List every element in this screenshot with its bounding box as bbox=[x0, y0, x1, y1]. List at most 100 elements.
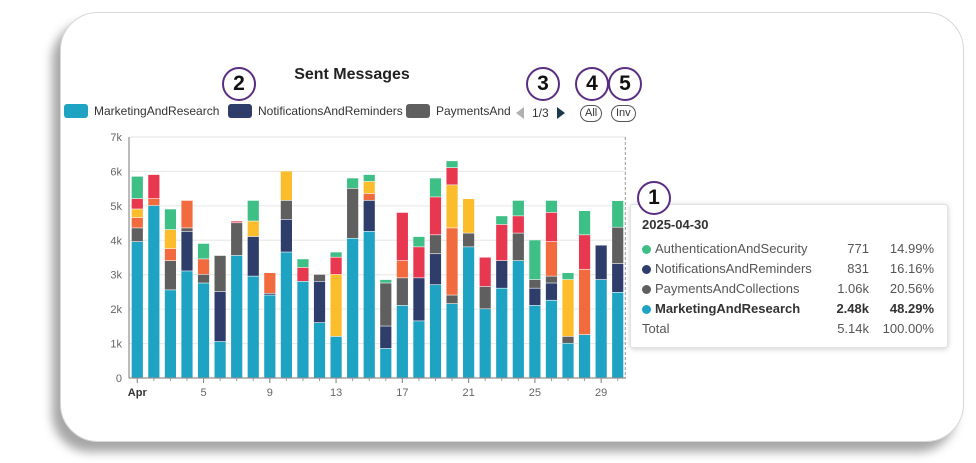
chart-title: Sent Messages bbox=[294, 66, 410, 83]
bar-segment bbox=[529, 279, 541, 288]
tooltip-dot bbox=[642, 305, 651, 314]
legend-item-marketing[interactable]: MarketingAndResearch bbox=[64, 104, 219, 118]
bar-segment bbox=[231, 255, 243, 378]
annotation-badge-2: 2 bbox=[222, 67, 256, 101]
bar-segment bbox=[446, 185, 458, 228]
bar-segment bbox=[529, 240, 541, 280]
bar-segment bbox=[429, 178, 442, 197]
tooltip-dot bbox=[642, 265, 651, 274]
bar-segment bbox=[214, 341, 226, 378]
y-tick-label: 7k bbox=[110, 132, 122, 144]
tooltip-total-label: Total bbox=[642, 321, 670, 336]
bar-segment bbox=[148, 198, 160, 206]
bar-segment bbox=[330, 257, 342, 275]
bar-segment bbox=[578, 211, 591, 235]
legend-label: NotificationsAndReminders bbox=[258, 104, 403, 118]
bar-segment bbox=[347, 178, 359, 189]
bar-segment bbox=[612, 264, 624, 293]
bar-segment bbox=[363, 181, 375, 194]
bar-segment bbox=[181, 200, 193, 228]
next-page-icon[interactable] bbox=[556, 107, 565, 119]
tooltip-row: PaymentsAndCollections 1.06k 20.56% bbox=[642, 281, 942, 297]
bar-segment bbox=[396, 305, 408, 378]
prev-page-icon[interactable] bbox=[516, 107, 524, 119]
tooltip: 2025-04-30 AuthenticationAndSecurity 771… bbox=[630, 204, 948, 348]
bar-segment bbox=[545, 200, 558, 213]
bar-segment bbox=[181, 231, 193, 271]
bar-segment bbox=[164, 248, 177, 261]
tooltip-percent: 48.29% bbox=[889, 301, 934, 316]
bar-segment bbox=[297, 267, 309, 281]
bar-segment bbox=[380, 348, 392, 378]
x-tick-label: 13 bbox=[330, 387, 342, 399]
annotation-badge-4: 4 bbox=[575, 67, 609, 101]
bar-segment bbox=[131, 228, 143, 242]
legend-swatch bbox=[406, 104, 430, 118]
bar-segment bbox=[363, 231, 375, 378]
bar-segment bbox=[512, 216, 524, 233]
bar-segment bbox=[231, 223, 243, 256]
bar-segment bbox=[131, 198, 143, 209]
bar-segment bbox=[446, 167, 458, 185]
tooltip-percent: 14.99% bbox=[889, 241, 934, 256]
y-tick-label: 0 bbox=[116, 373, 122, 385]
legend-item-notifications[interactable]: NotificationsAndReminders bbox=[228, 104, 403, 118]
x-tick-label: 5 bbox=[200, 387, 206, 399]
tooltip-value: 2.48k bbox=[836, 301, 869, 316]
annotation-badge-5: 5 bbox=[608, 67, 642, 101]
bar-segment bbox=[330, 274, 342, 337]
bar-segment bbox=[562, 272, 574, 280]
bar-segment bbox=[164, 209, 177, 230]
bar-segment bbox=[214, 291, 226, 342]
bar-segment bbox=[529, 305, 541, 378]
bar-segment bbox=[131, 242, 143, 378]
bar-segment bbox=[197, 274, 210, 283]
legend-item-payments[interactable]: PaymentsAnd bbox=[406, 104, 511, 118]
bar-segment bbox=[148, 174, 160, 199]
bar-segment bbox=[247, 236, 259, 276]
bar-segment bbox=[479, 257, 491, 287]
bar-segment bbox=[297, 259, 309, 268]
bar-segment bbox=[595, 279, 607, 378]
tooltip-value: 831 bbox=[847, 261, 869, 276]
bar-segment bbox=[313, 322, 326, 378]
bar-segment bbox=[496, 216, 508, 225]
bar-segment bbox=[479, 286, 491, 309]
bar-segment bbox=[463, 233, 475, 247]
bar-segment bbox=[131, 217, 143, 228]
bar-segment bbox=[280, 200, 292, 220]
bar-segment bbox=[496, 260, 508, 288]
legend-page-indicator: 1/3 bbox=[532, 106, 549, 120]
bar-segment bbox=[247, 221, 259, 237]
bar-segment bbox=[578, 235, 591, 269]
bar-segment bbox=[280, 219, 292, 252]
bar-segment bbox=[264, 272, 276, 294]
bar-segment bbox=[545, 212, 558, 242]
bar-segment bbox=[578, 334, 591, 378]
bar-segment bbox=[131, 209, 143, 218]
bar-segment bbox=[380, 279, 392, 283]
bar-segment bbox=[612, 227, 624, 264]
bar-segment bbox=[562, 336, 574, 343]
legend-all-button[interactable]: All bbox=[580, 105, 603, 122]
y-tick-label: 3k bbox=[110, 270, 122, 282]
tooltip-percent: 16.16% bbox=[889, 261, 934, 276]
bar-segment bbox=[231, 221, 243, 223]
bar-segment bbox=[545, 300, 558, 378]
bar-segment bbox=[313, 281, 326, 323]
tooltip-series-name: PaymentsAndCollections bbox=[655, 281, 800, 296]
x-tick-label: 25 bbox=[529, 387, 541, 399]
tooltip-total-percent: 100.00% bbox=[882, 321, 934, 336]
bar-segment bbox=[545, 276, 558, 283]
bar-segment bbox=[280, 252, 292, 378]
bar-segment bbox=[264, 293, 276, 295]
y-tick-label: 4k bbox=[110, 235, 122, 247]
legend-inverse-button[interactable]: Inv bbox=[611, 105, 636, 122]
legend-label: MarketingAndResearch bbox=[94, 104, 220, 118]
bar-segment bbox=[496, 288, 508, 378]
bar-segment bbox=[363, 174, 375, 182]
tooltip-total-value: 5.14k bbox=[837, 321, 869, 336]
bar-segment bbox=[247, 200, 259, 221]
bar-segment bbox=[578, 269, 591, 335]
